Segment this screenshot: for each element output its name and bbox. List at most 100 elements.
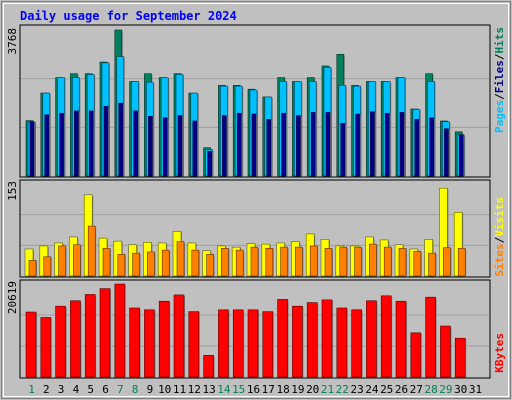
x-tick-label: 24 [365,383,379,396]
pages-bar [429,117,434,177]
pages-bar [133,110,138,177]
pages-bar [340,123,346,177]
sites-bar [206,254,214,277]
legend-pages: Pages [493,100,506,133]
sites-bar [383,246,392,277]
pages-bar [88,110,94,177]
x-axis-labels: 1 2 3 4 5 6 7 8 9 10 11 12 13 14 15 16 17 18 19 20 21 22 23 24 2… [28,383,482,396]
x-tick-label: 13 [202,383,215,396]
x-tick-label: 7 [117,383,124,396]
kbytes-bar [366,300,377,378]
kbytes-bar [158,300,170,378]
pages-bar [414,119,420,177]
pages-bar [251,113,257,177]
bars [24,29,467,378]
x-tick-label: 12 [188,383,201,396]
sites-bar [280,246,288,277]
chart-title: Daily usage for September 2024 [20,9,237,23]
sites-bar [43,256,52,277]
x-tick-label: 29 [439,383,452,396]
pages-bar [148,116,153,177]
kbytes-bar [129,307,140,378]
sites-bar [58,245,66,277]
pages-bar [444,128,449,177]
pages-bar [266,119,272,177]
sites-bar [413,251,422,277]
sites-bar [398,248,407,277]
kbytes-bar [25,311,37,378]
x-tick-label: 15 [232,383,245,396]
x-tick-label: 4 [73,383,80,396]
kbytes-bar [232,309,244,378]
pages-bar [399,112,405,177]
sites-bar [117,254,126,277]
x-tick-label: 21 [321,383,334,396]
kbytes-bar [321,299,333,378]
kbytes-bar [395,300,407,378]
sites-bar [295,246,303,277]
kbytes-bar [306,302,318,378]
kbytes-bar [336,307,348,378]
pages-bar [296,115,301,177]
kbytes-bar [173,294,185,378]
legend-sep-3: / [493,236,506,243]
x-tick-label: 18 [276,383,289,396]
legend-hits: Hits [493,27,506,54]
x-tick-label: 14 [217,383,231,396]
x-tick-label: 6 [102,383,109,396]
sites-bar [147,251,155,277]
pages-bar [177,115,183,177]
pages-bar [370,111,375,177]
pages-bar [74,110,79,177]
x-tick-label: 25 [380,383,393,396]
kbytes-bar [454,337,466,378]
kbytes-ymax-label: 20619 [6,281,19,314]
legend-files: Files [493,60,506,93]
pages-bar [207,150,212,177]
x-tick-label: 3 [58,383,65,396]
kbytes-bar [55,305,66,378]
pages-bar [384,112,390,177]
pages-bar [310,112,316,177]
legend-kbytes-panel: KBytes [493,333,506,373]
sites-bar [102,248,111,277]
sites-bar [161,249,170,277]
sites-bar [265,248,274,277]
x-tick-label: 23 [350,383,363,396]
kbytes-bar [277,299,288,378]
pages-bar [162,117,168,177]
kbytes-bar [351,309,362,378]
x-tick-label: 17 [262,383,275,396]
sites-bar [443,247,451,277]
x-tick-label: 19 [291,383,304,396]
visits-ymax-label: 153 [6,181,19,201]
x-tick-label: 11 [173,383,186,396]
kbytes-bar [380,295,392,378]
sites-bar [309,245,318,277]
sites-bar [221,248,229,277]
pages-bar [59,112,64,177]
sites-bar [250,246,259,277]
kbytes-bar [262,311,274,378]
legend-hits-panel: Pages/Files/Hits [493,27,506,133]
sites-bar [354,246,362,277]
kbytes-bar [40,317,52,378]
pages-bar [222,115,227,177]
legend-visits-panel: Sites/Visits [493,197,506,277]
hits-ymax-label: 3768 [6,28,19,55]
kbytes-bar [99,288,111,378]
x-tick-label: 1 [28,383,35,396]
sites-bar [457,248,466,277]
pages-bar [281,112,286,177]
pages-bar [192,120,198,177]
kbytes-bar [84,294,96,378]
pages-bar [44,114,50,177]
sites-bar [369,243,377,277]
x-tick-label: 31 [469,383,482,396]
kbytes-bar [70,300,81,378]
x-tick-label: 27 [410,383,423,396]
sites-bar [235,249,244,277]
x-tick-label: 2 [43,383,50,396]
